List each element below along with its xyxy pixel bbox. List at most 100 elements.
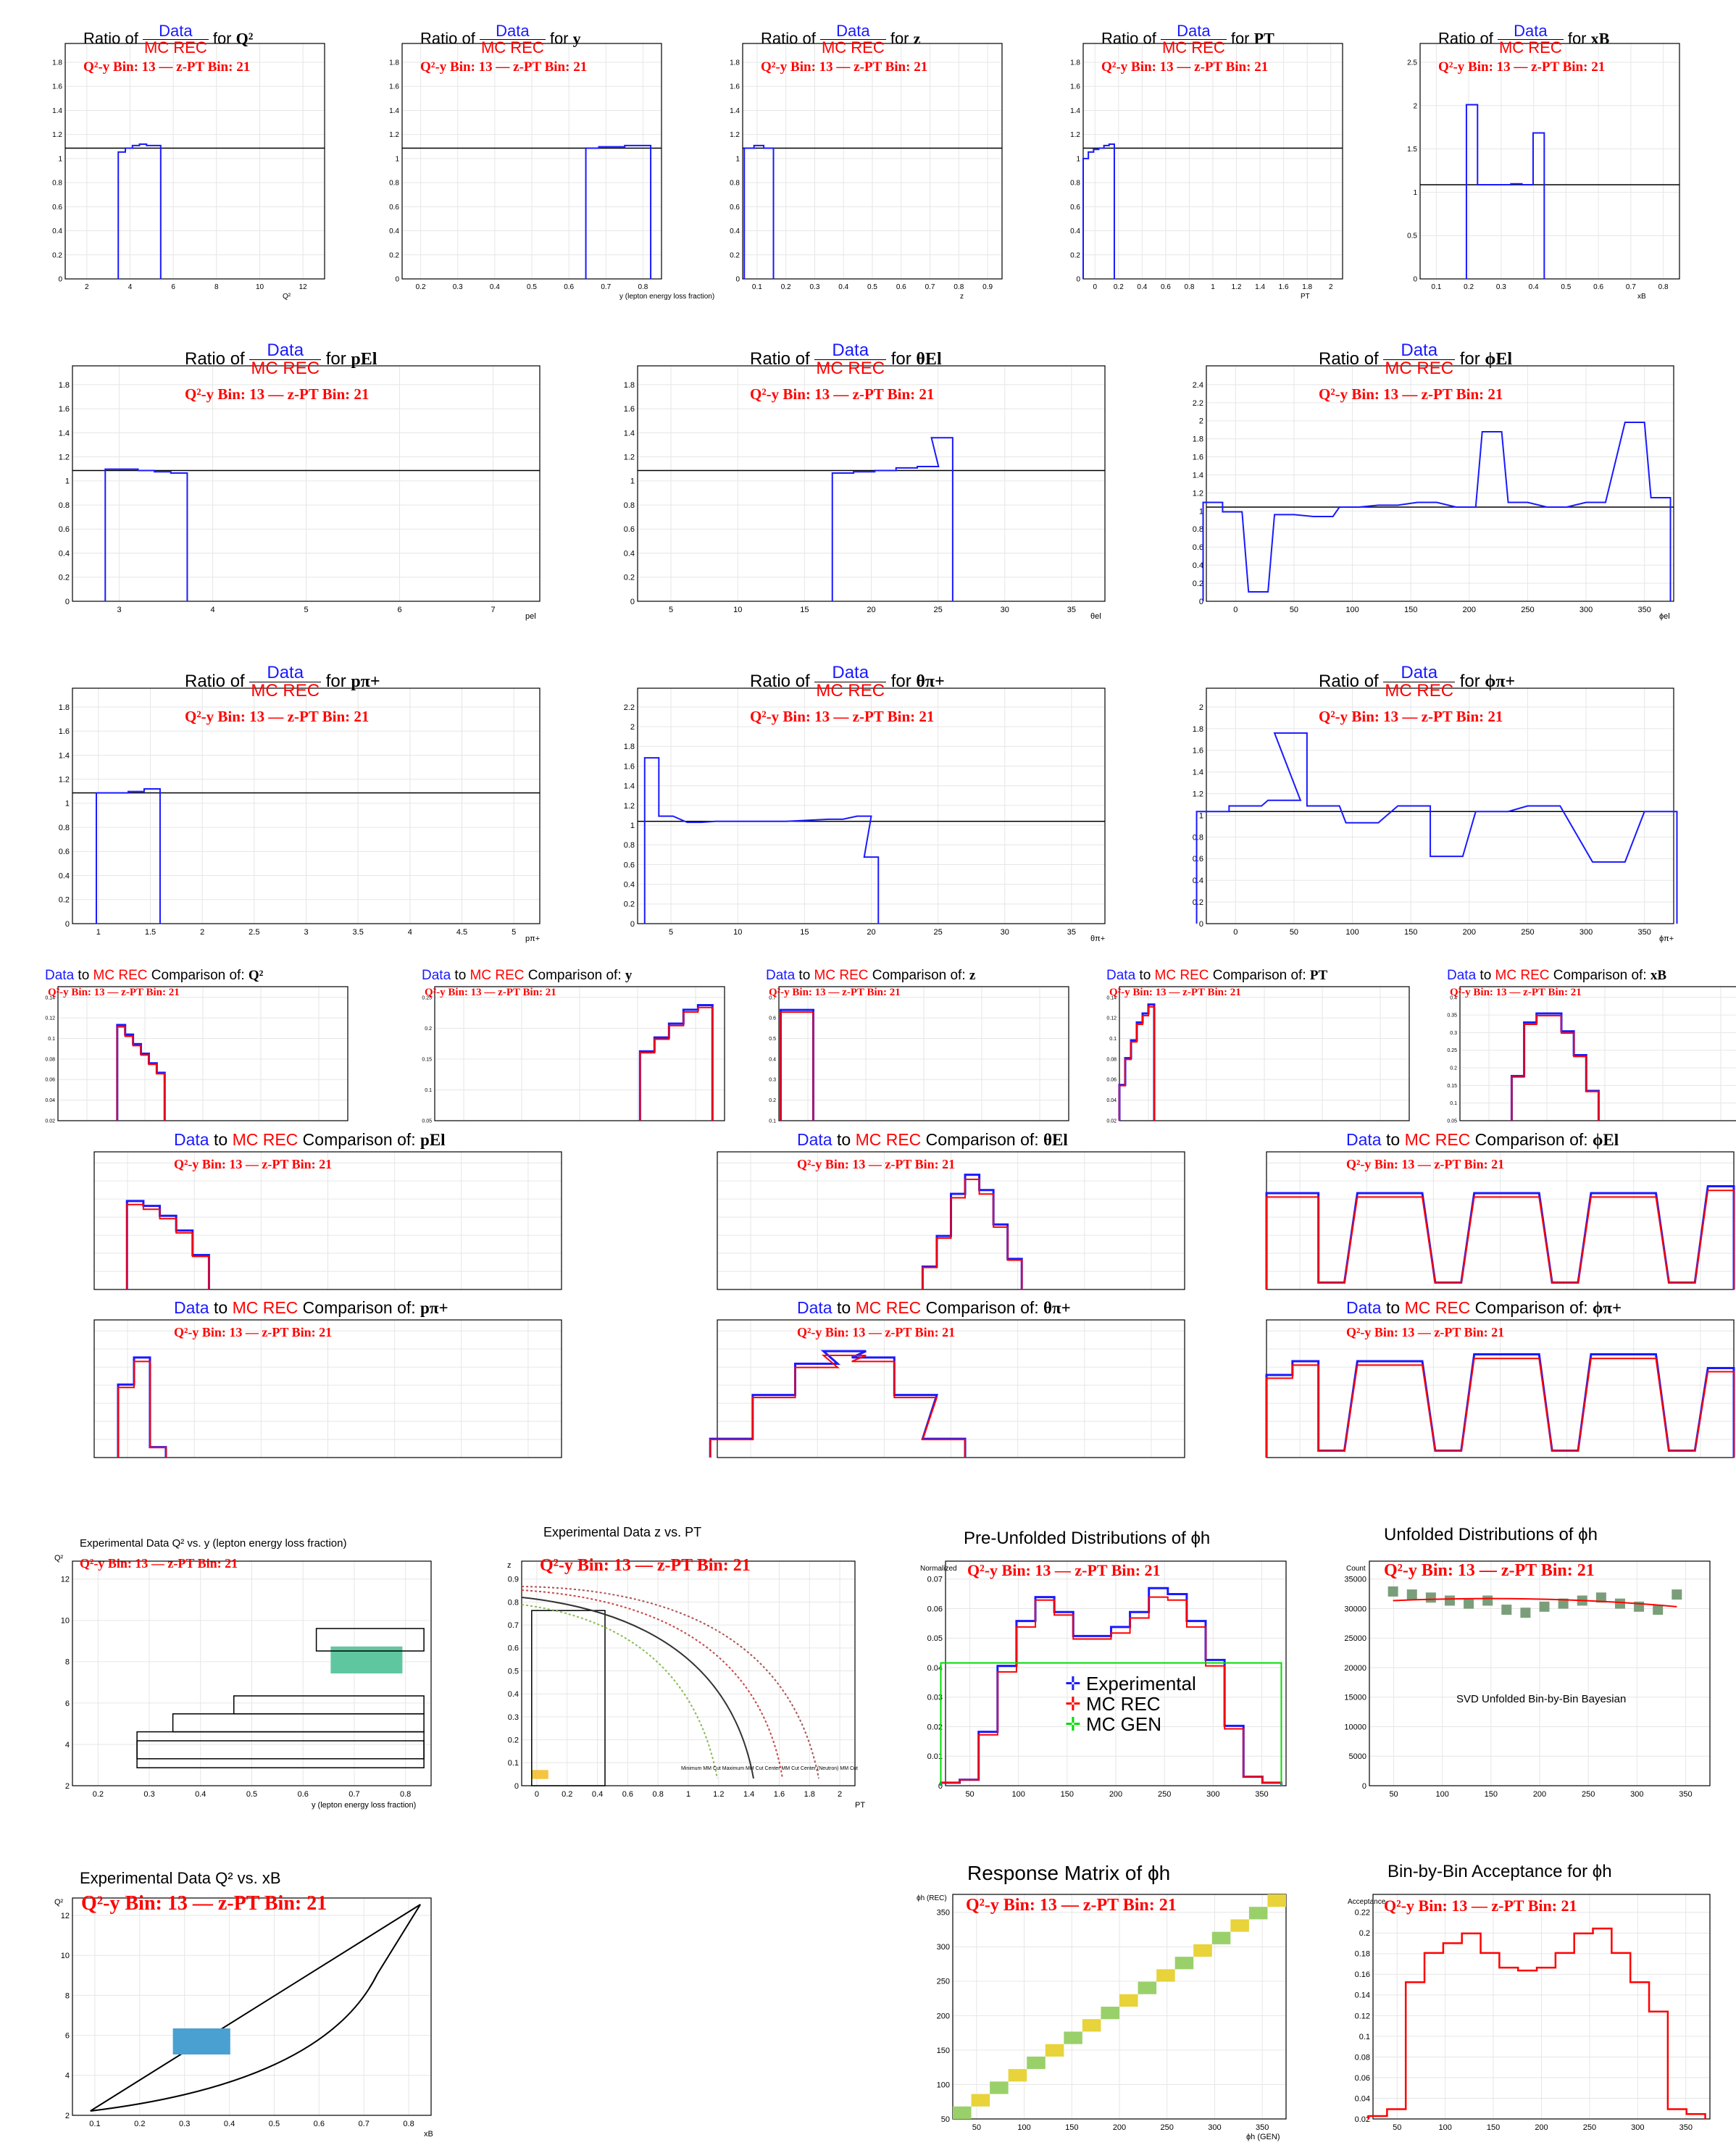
unf-title: Unfolded Distributions of ϕh	[1384, 1525, 1598, 1545]
fraction-denominator: MC REC	[251, 681, 320, 701]
ratio-title: Ratio of Data MC REC for Q²	[83, 23, 253, 56]
comp-row1-plot-2-frame	[778, 986, 1069, 1121]
ratio-row3_ratio-plot-2-xtick: 350	[1638, 928, 1651, 937]
q2-vs-y-plot-ytick: 10	[61, 1617, 70, 1626]
comp-to-text: to	[209, 1298, 233, 1317]
ratio-row3_ratio-plot-1-ytick: 0.8	[624, 841, 635, 850]
comp-data-text: Data	[1106, 968, 1136, 983]
pre-unfolded-plot-xtick: 50	[965, 1790, 974, 1799]
ratio-row1-plot-1-ytick: 1.4	[389, 107, 399, 115]
comp-row1-plot-4-ytick: 0.3	[1450, 1031, 1457, 1036]
ratio-row3_ratio-plot-1-ytick: 0	[630, 920, 635, 929]
ratio-histogram	[104, 468, 188, 601]
ratio-row2_ratio-plot-2-ytick: 0	[1199, 598, 1203, 606]
mcrec-histogram	[1266, 1190, 1735, 1289]
q2-vs-xb-plot-xtick: 0.3	[179, 2120, 190, 2128]
zpt-xlabel-text: PT	[855, 1801, 866, 1810]
ratio-row1-plot-4-xtick: 0.3	[1496, 283, 1506, 291]
pre-unfolded-plot-ytick: 0.04	[927, 1664, 943, 1673]
comp-row1-plot-3-ytick: 0.12	[1106, 1016, 1117, 1021]
bin-by-bin-marker	[1558, 1598, 1569, 1609]
ratio-row1-plot-0-xtick: 4	[128, 283, 133, 291]
comp-of-text: Comparison of:	[524, 968, 625, 983]
q2xb-xlabel-text: xB	[424, 2130, 433, 2139]
ratio-row2_ratio-plot-1-xtick: 20	[867, 606, 875, 614]
q2-vs-xb-plot-ytick: 12	[61, 1912, 70, 1920]
data-histogram	[125, 1200, 210, 1289]
comp-row1-plot-1-svg: 0.05 0.1 0.15 0.2 0.25	[422, 986, 725, 1124]
q2-vs-xb-plot-ytick: 6	[65, 2031, 70, 2040]
response-matrix-plot-xtick: 300	[1208, 2123, 1221, 2132]
bin-q2y-text: Q²-y Bin: 13	[1384, 1897, 1468, 1915]
mm-cut-curve	[521, 1604, 718, 1779]
z-vs-pt-plot-xtick: 1.6	[774, 1790, 785, 1799]
response-diagonal-cell	[1156, 1969, 1175, 1982]
response-matrix-plot-xtick: 50	[972, 2123, 981, 2132]
q2-vs-y-plot-xtick: 0.3	[143, 1790, 154, 1799]
ratio-row3_ratio-plot-2-svg: 0 50 100 150 200 250 300 350 0 0.2 0.4 0.6 0.8 1 1.2 1.…	[1193, 687, 1678, 937]
ratio-row2_ratio-plot-0-xtick: 4	[210, 606, 214, 614]
comp-row1-plot-2-ytick: 0.3	[769, 1078, 776, 1083]
q2-vs-xb-plot-xtick: 0.8	[403, 2120, 414, 2128]
ratio-row3_ratio-plot-2-ytick: 1	[1199, 811, 1203, 820]
fraction-numerator: Data	[249, 664, 322, 682]
bin-q2y-text: Q²-y Bin: 13	[420, 59, 493, 75]
bin-q2y-text: Q²-y Bin: 13	[1438, 59, 1511, 75]
acceptance-plot-ytick: 0.1	[1359, 2033, 1370, 2041]
bin-q2y-text: Q²-y Bin: 13	[185, 385, 265, 403]
bin-dash-text: —	[1166, 987, 1183, 998]
ratio-row2_ratio-plot-2-xtick: 300	[1579, 606, 1593, 614]
ratio-row2_ratio-plot-2-ytick: 1.8	[1193, 435, 1203, 444]
comp_row3-1-bin-label: Q²-y Bin: 13 — z-PT Bin: 21	[797, 1325, 955, 1340]
ratio-row2_ratio-plot-1-ytick: 1.8	[624, 381, 635, 390]
ratio-row3_ratio-plot-0-ytick: 0.2	[59, 896, 70, 905]
bin-boundary	[315, 1628, 425, 1652]
bin-dash-text: —	[865, 1325, 885, 1339]
bin-zpt-text: z-PT Bin: 21	[656, 1556, 751, 1575]
bin-zpt-text: z-PT Bin: 21	[885, 1157, 956, 1171]
comparison-title: Data to MC REC Comparison of: θEl	[797, 1130, 1068, 1150]
ratio-row1-plot-2-ytick: 1	[735, 155, 740, 163]
bin-q2y-text: Q²-y Bin: 13	[1450, 987, 1507, 998]
comp-comp_row2-plot-0-frame	[93, 1151, 562, 1290]
ratio-row1-plot-0-ytick: 1	[58, 155, 62, 163]
comp-row1-plot-2-ytick: 0.5	[769, 1037, 776, 1042]
comparison-title: Data to MC REC Comparison of: xB	[1447, 968, 1666, 984]
q2y-title: Experimental Data Q² vs. y (lepton energ…	[80, 1537, 346, 1550]
fraction-numerator: Data	[1383, 664, 1456, 682]
heatmap-patch	[531, 1770, 548, 1779]
ratio-row1-plot-3-ytick: 0.2	[1070, 251, 1080, 259]
unfolded-plot-xtick: 100	[1436, 1790, 1449, 1799]
ratio-row1-plot-1-xtick: 0.5	[527, 283, 537, 291]
acceptance-plot-xtick: 300	[1631, 2123, 1644, 2132]
pre-legend-label: MC REC	[1086, 1693, 1161, 1715]
ratio-row3_ratio-plot-1-ytick: 1.2	[624, 802, 635, 811]
ratio-row1-plot-0-xtick: 6	[171, 283, 175, 291]
comp_row3-0-bin-label: Q²-y Bin: 13 — z-PT Bin: 21	[174, 1325, 332, 1340]
q2-vs-y-plot-xtick: 0.4	[195, 1790, 206, 1799]
comp-data-text: Data	[422, 968, 451, 983]
q2-vs-xb-plot-ytick: 8	[65, 1991, 70, 2000]
ratio-row3_ratio-plot-0-ytick: 1	[65, 800, 70, 808]
ratio-row1-plot-2-xtick: 0.4	[838, 283, 848, 291]
ratio-row3_ratio-plot-1-xtick: 25	[934, 928, 943, 937]
x-axis-label: pel	[525, 612, 536, 621]
legend-marker-icon: ✛	[1065, 1673, 1087, 1694]
ratio-row1-plot-4-xtick: 0.1	[1431, 283, 1441, 291]
q2-vs-y-plot-xtick: 0.6	[298, 1790, 309, 1799]
pre-unfolded-plot-svg: 50 100 150 200 250 300 350 0 0.01 0.02 0.03 0.04 0.0…	[927, 1560, 1287, 1799]
ratio-row2_ratio-plot-1-xtick: 35	[1067, 606, 1076, 614]
ratio-row1-plot-1-ytick: 0.6	[389, 204, 399, 212]
bin-q2y-text: Q²-y Bin: 13	[425, 987, 482, 998]
x-axis-label-text: xB	[1637, 293, 1646, 301]
response-diagonal-cell	[971, 2094, 990, 2107]
ratio-row2_ratio-plot-0-ytick: 1.8	[59, 381, 70, 390]
ratio-row1-plot-3-xtick: 0.4	[1137, 283, 1147, 291]
q2-vs-y-plot-xtick: 0.5	[246, 1790, 257, 1799]
ratio-row2_ratio-plot-0-frame	[72, 365, 541, 602]
response-diagonal-cell	[1027, 2056, 1046, 2070]
legend-marker-icon: ✛	[1065, 1713, 1087, 1735]
comp-row1-plot-3-ytick: 0.02	[1106, 1119, 1117, 1124]
ratio-row2_ratio-plot-2-ytick: 2.4	[1193, 381, 1203, 390]
